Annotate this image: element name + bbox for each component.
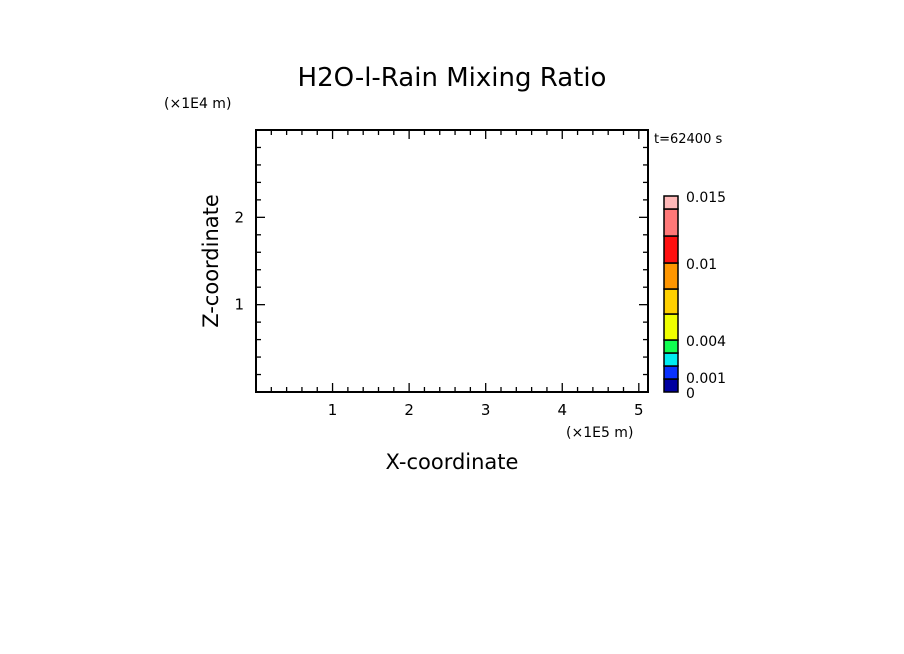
- x-scale-label: (×1E5 m): [566, 425, 633, 441]
- colorbar-segment: [663, 208, 679, 237]
- colorbar-segment: [663, 195, 679, 210]
- x-axis-label: X-coordinate: [386, 450, 519, 474]
- y-tick-label: 1: [234, 296, 244, 314]
- colorbar-segment: [663, 235, 679, 264]
- axis-ticks: 1 2 3 4 5 1 2: [234, 130, 648, 419]
- time-label: t=62400 s: [654, 132, 722, 147]
- colorbar-segment: [663, 378, 679, 393]
- colorbar-segment: [663, 262, 679, 290]
- colorbar-label: 0.001: [686, 371, 726, 387]
- colorbar-segment: [663, 288, 679, 315]
- y-scale-label: (×1E4 m): [164, 96, 231, 112]
- x-tick-label: 1: [328, 401, 338, 419]
- colorbar-label: 0: [686, 386, 695, 402]
- x-tick-label: 3: [481, 401, 491, 419]
- y-tick-label: 2: [234, 208, 244, 226]
- x-tick-label: 4: [557, 401, 567, 419]
- y-axis-label: Z-coordinate: [199, 194, 223, 328]
- colorbar-segment: [663, 339, 679, 354]
- colorbar-label: 0.004: [686, 334, 726, 350]
- colorbar-segment: [663, 313, 679, 341]
- colorbar-label: 0.01: [686, 257, 717, 273]
- plot-area: [255, 129, 649, 393]
- colorbar-segment: [663, 352, 679, 367]
- x-tick-label: 2: [404, 401, 414, 419]
- colorbar-segment: [663, 365, 679, 380]
- chart-title: H2O-l-Rain Mixing Ratio: [298, 63, 607, 93]
- colorbar-label: 0.015: [686, 190, 726, 206]
- x-tick-label: 5: [634, 401, 644, 419]
